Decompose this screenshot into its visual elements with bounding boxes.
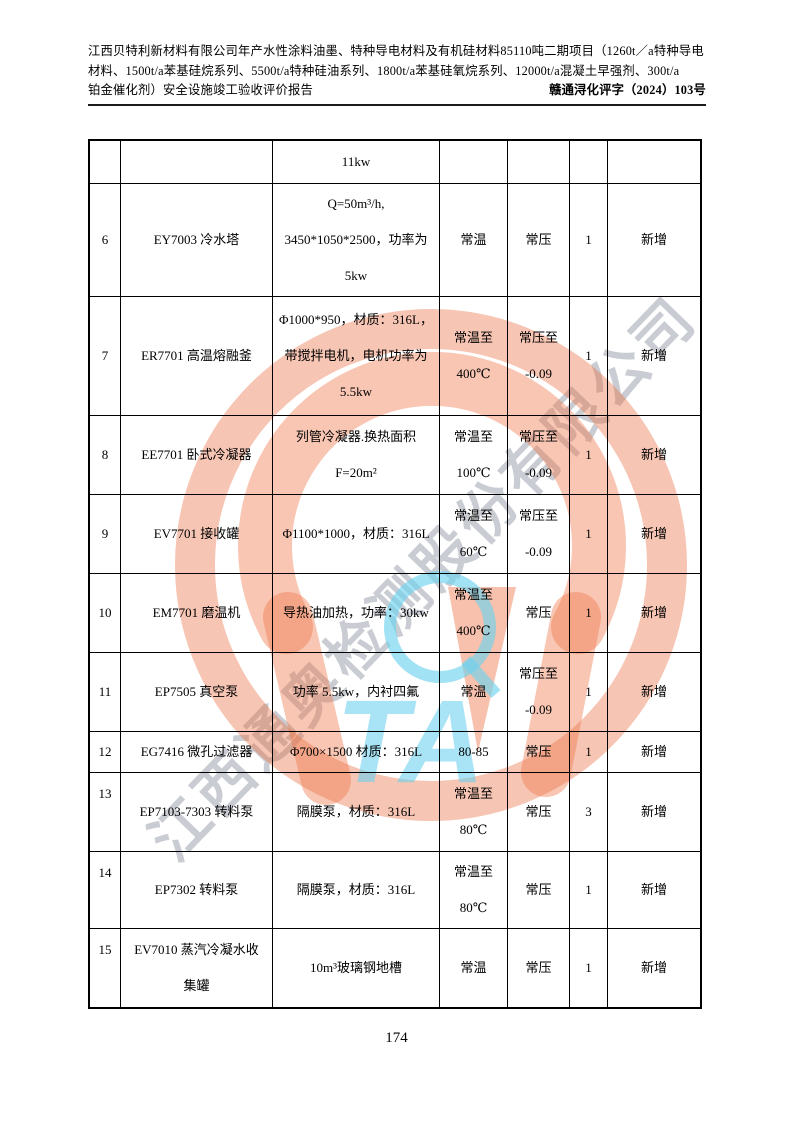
- table-cell-qty: 1: [569, 929, 607, 1007]
- table-cell-no: 10: [98, 605, 112, 620]
- table-cell-remark: [607, 141, 700, 183]
- header-title-line-2: 材料、1500t/a苯基硅烷系列、5500t/a特种硅油系列、1800t/a苯基…: [88, 63, 680, 78]
- header-title-line-1: 江西贝特利新材料有限公司年产水性涂料油墨、特种导电材料及有机硅材料85110吨二…: [88, 44, 704, 58]
- table-cell-qty: 1: [569, 416, 607, 494]
- table-row: 13 EP7103-7303 转料泵 隔膜泵，材质：316L 常温至 80℃ 常压 3 新增: [90, 772, 700, 851]
- header-title-line-3: 铂金催化剂）安全设施竣工验收评价报告: [88, 83, 313, 97]
- table-cell-spec: 列管冷凝器.换热面积 F=20m²: [272, 416, 439, 494]
- table-cell-spec: 隔膜泵，材质：316L: [272, 773, 439, 851]
- equipment-table: 11kw 6 EY7003 冷水塔 Q=50m³/h, 3450*1050*2500，…: [88, 139, 702, 1009]
- table-row: 6 EY7003 冷水塔 Q=50m³/h, 3450*1050*2500，功率为 …: [90, 183, 700, 296]
- table-cell-pressure: 常压至 -0.09: [507, 297, 569, 415]
- table-cell-temp: 常温至 80℃: [439, 852, 507, 928]
- table-cell-temp: 常温: [439, 184, 507, 296]
- table-cell-pressure: 常压: [507, 732, 569, 772]
- table-cell-qty: 1: [569, 732, 607, 772]
- table-cell-name: EV7010 蒸汽冷凝水收 集罐: [120, 929, 272, 1007]
- table-cell-qty: 1: [569, 653, 607, 731]
- table-cell-temp: 常温: [439, 929, 507, 1007]
- table-cell-remark: 新增: [607, 184, 700, 296]
- document-number: 赣通浔化评字（2024）103号: [549, 83, 706, 97]
- table-cell-no: [90, 141, 120, 183]
- table-cell-remark: 新增: [607, 852, 700, 928]
- table-cell-name: EM7701 磨温机: [120, 574, 272, 652]
- table-cell-no: 11: [98, 684, 112, 699]
- table-cell-qty: 1: [569, 852, 607, 928]
- table-cell-qty: 1: [569, 297, 607, 415]
- table-cell-spec: Q=50m³/h, 3450*1050*2500，功率为 5kw: [272, 184, 439, 296]
- table-cell-spec: 功率 5.5kw，内衬四氟: [272, 653, 439, 731]
- table-cell-name: EP7302 转料泵: [120, 852, 272, 928]
- table-row: 11 EP7505 真空泵 功率 5.5kw，内衬四氟 常温 常压至 -0.09 1 新增: [90, 652, 700, 731]
- table-row: 15 EV7010 蒸汽冷凝水收 集罐 10m³玻璃钢地槽 常温 常压 1 新增: [90, 928, 700, 1007]
- table-cell-name: ER7701 高温熔融釜: [120, 297, 272, 415]
- table-cell-pressure: 常压至 -0.09: [507, 416, 569, 494]
- table-cell-qty: 1: [569, 495, 607, 573]
- table-cell-spec: 10m³玻璃钢地槽: [272, 929, 439, 1007]
- document-header: 江西贝特利新材料有限公司年产水性涂料油墨、特种导电材料及有机硅材料85110吨二…: [88, 42, 706, 101]
- table-cell-temp: 常温至 100℃: [439, 416, 507, 494]
- table-row: 7 ER7701 高温熔融釜 Φ1000*950，材质：316L， 带搅拌电机，电机…: [90, 296, 700, 415]
- table-row: 10 EM7701 磨温机 导热油加热，功率：30kw 常温至 400℃ 常压 1 新增: [90, 573, 700, 652]
- table-cell-no: 12: [98, 744, 112, 759]
- table-cell-temp: 常温至 60℃: [439, 495, 507, 573]
- table-cell-pressure: 常压: [507, 852, 569, 928]
- table-cell-pressure: 常压: [507, 929, 569, 1007]
- table-cell-qty: 3: [569, 773, 607, 851]
- table-cell-name: EP7103-7303 转料泵: [120, 773, 272, 851]
- table-cell-pressure: 常压至 -0.09: [507, 653, 569, 731]
- table-cell-pressure: 常压: [507, 574, 569, 652]
- table-cell-qty: 1: [569, 574, 607, 652]
- table-cell-remark: 新增: [607, 297, 700, 415]
- table-cell-name: EP7505 真空泵: [120, 653, 272, 731]
- table-cell-temp: 80-85: [439, 732, 507, 772]
- table-cell-pressure: 常压至 -0.09: [507, 495, 569, 573]
- table-cell-spec: 11kw: [272, 141, 439, 183]
- table-cell-remark: 新增: [607, 929, 700, 1007]
- table-cell-remark: 新增: [607, 416, 700, 494]
- table-row: 14 EP7302 转料泵 隔膜泵，材质：316L 常温至 80℃ 常压 1 新增: [90, 851, 700, 928]
- table-cell-spec: Φ700×1500 材质：316L: [272, 732, 439, 772]
- table-cell-spec: 导热油加热，功率：30kw: [272, 574, 439, 652]
- table-cell-no: 7: [101, 348, 109, 363]
- table-cell-temp: [439, 141, 507, 183]
- table-cell-qty: 1: [569, 184, 607, 296]
- table-cell-spec: 隔膜泵，材质：316L: [272, 852, 439, 928]
- table-cell-remark: 新增: [607, 653, 700, 731]
- table-cell-name: EY7003 冷水塔: [120, 184, 272, 296]
- table-row: 11kw: [90, 141, 700, 183]
- table-cell-no: 9: [101, 526, 109, 541]
- table-cell-qty: [569, 141, 607, 183]
- page-number: 174: [385, 1030, 408, 1046]
- table-cell-remark: 新增: [607, 773, 700, 851]
- table-cell-remark: 新增: [607, 574, 700, 652]
- table-cell-no: 6: [101, 232, 109, 247]
- table-cell-temp: 常温至 400℃: [439, 297, 507, 415]
- table-row: 8 EE7701 卧式冷凝器 列管冷凝器.换热面积 F=20m² 常温至 100℃ 常压…: [90, 415, 700, 494]
- table-cell-spec: Φ1000*950，材质：316L， 带搅拌电机，电机功率为 5.5kw: [272, 297, 439, 415]
- table-cell-temp: 常温: [439, 653, 507, 731]
- header-divider: [88, 104, 706, 106]
- table-cell-spec: Φ1100*1000，材质：316L: [272, 495, 439, 573]
- table-cell-no: 8: [101, 447, 109, 462]
- table-cell-name: EE7701 卧式冷凝器: [120, 416, 272, 494]
- table-cell-remark: 新增: [607, 495, 700, 573]
- table-row: 12 EG7416 微孔过滤器 Φ700×1500 材质：316L 80-85 常压 1 新…: [90, 731, 700, 772]
- table-cell-name: EG7416 微孔过滤器: [120, 732, 272, 772]
- table-cell-no: 15: [98, 942, 112, 957]
- table-cell-temp: 常温至 400℃: [439, 574, 507, 652]
- table-cell-pressure: 常压: [507, 773, 569, 851]
- table-cell-name: EV7701 接收罐: [120, 495, 272, 573]
- table-cell-remark: 新增: [607, 732, 700, 772]
- table-cell-no: 14: [98, 865, 112, 880]
- table-cell-name: [120, 141, 272, 183]
- table-row: 9 EV7701 接收罐 Φ1100*1000，材质：316L 常温至 60℃ 常压至 …: [90, 494, 700, 573]
- table-cell-pressure: [507, 141, 569, 183]
- table-cell-temp: 常温至 80℃: [439, 773, 507, 851]
- table-cell-no: 13: [98, 786, 112, 801]
- table-cell-pressure: 常压: [507, 184, 569, 296]
